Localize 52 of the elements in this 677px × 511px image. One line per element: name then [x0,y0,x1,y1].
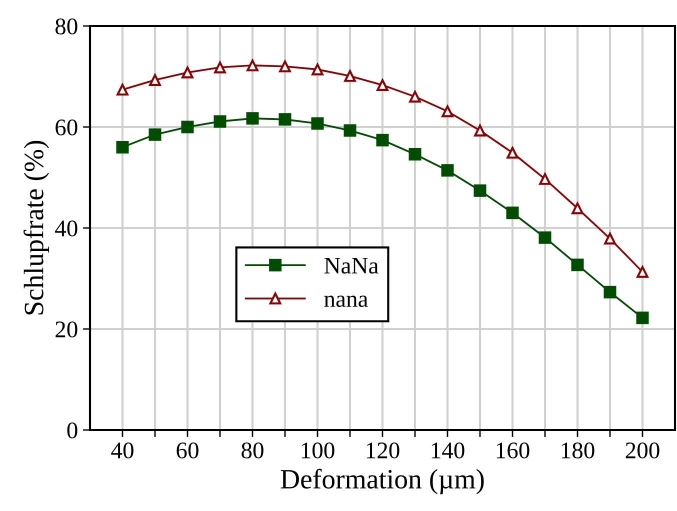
x-tick-label: 160 [496,442,530,458]
point [441,164,454,177]
x-tick-label: 120 [366,442,400,458]
point [344,70,356,82]
x-tick-label: 140 [432,442,464,458]
x-tick-label: 180 [562,442,594,458]
y-tick-label: 80 [55,18,78,34]
point [442,105,454,118]
x-tick-label: 200 [626,442,660,458]
point [116,84,128,96]
point [572,202,584,214]
point [214,62,226,74]
point [246,59,258,72]
point [571,258,584,272]
x-tick-label: 80 [242,442,264,458]
point [636,266,648,278]
point [636,312,649,324]
y-axis-title: Schlupfrate (%) [24,140,50,314]
point [214,115,226,128]
point [246,112,259,125]
x-tick-label: 40 [111,442,134,458]
y-tick-label: 0 [67,422,78,438]
point [311,117,324,130]
point [506,146,518,159]
point [506,206,519,220]
point [279,60,291,72]
legend-label: nana [324,296,368,307]
point [149,74,161,86]
point [376,134,389,146]
point [312,64,324,76]
point [409,90,421,103]
point [116,140,129,154]
legend-label: NaNa [324,258,378,274]
point [538,231,552,244]
point [182,66,194,78]
point [181,120,194,134]
point [604,286,616,298]
x-tick-label: 60 [176,442,198,458]
point [278,113,292,126]
point [408,148,422,161]
x-tick-label: 100 [302,442,334,458]
point [474,184,486,197]
x-axis-title: Deformation (µm) [280,468,484,494]
point [474,124,486,136]
point [604,232,616,245]
y-tick-label: 40 [55,220,78,236]
y-tick-label: 20 [56,321,78,338]
point [539,173,551,185]
point [344,124,356,137]
point [148,128,162,141]
y-tick-label: 60 [56,119,78,136]
point [376,79,388,91]
